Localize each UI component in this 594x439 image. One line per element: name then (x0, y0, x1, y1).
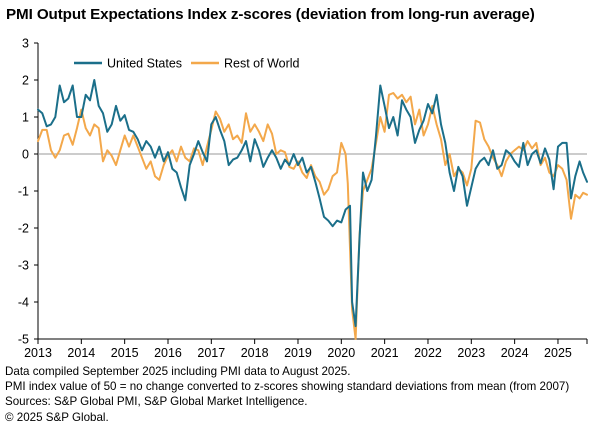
x-tick-label: 2015 (111, 346, 139, 360)
x-tick-label: 2018 (241, 346, 269, 360)
y-tick-label: 2 (22, 74, 29, 88)
x-tick-label: 2025 (544, 346, 572, 360)
chart-notes: Data compiled September 2025 including P… (5, 364, 569, 425)
note-copyright: © 2025 S&P Global. (5, 410, 109, 424)
note-compiled: Data compiled September 2025 including P… (5, 365, 351, 378)
y-tick-label: 1 (22, 111, 29, 125)
series-line-united-states (37, 79, 588, 328)
y-tick-label: 0 (22, 148, 29, 162)
chart-legend: United States Rest of World (74, 57, 300, 71)
y-tick-label: 3 (22, 37, 29, 51)
note-sources: Sources: S&P Global PMI, S&P Global Mark… (5, 395, 308, 409)
y-tick-label: -5 (18, 333, 29, 347)
x-tick-label: 2016 (154, 346, 182, 360)
x-tick-label: 2021 (371, 346, 399, 360)
chart-title: PMI Output Expectations Index z-scores (… (6, 6, 535, 23)
x-tick-label: 2024 (501, 346, 529, 360)
x-tick-label: 2022 (414, 346, 442, 360)
x-tick-label: 2014 (67, 346, 95, 360)
x-tick-label: 2017 (197, 346, 225, 360)
x-tick-label: 2013 (24, 346, 52, 360)
y-tick-label: -4 (18, 296, 29, 310)
legend-label-rest-of-world: Rest of World (224, 57, 300, 71)
chart-series (37, 79, 588, 340)
legend-label-united-states: United States (107, 57, 182, 71)
y-tick-label: -1 (18, 185, 29, 199)
y-tick-label: -2 (18, 222, 29, 236)
note-method: PMI index value of 50 = no change conver… (5, 380, 570, 394)
x-tick-label: 2023 (457, 346, 485, 360)
series-line-rest-of-world (37, 92, 588, 340)
x-tick-label: 2019 (284, 346, 312, 360)
y-tick-label: -3 (18, 259, 29, 273)
x-tick-label: 2020 (327, 346, 355, 360)
